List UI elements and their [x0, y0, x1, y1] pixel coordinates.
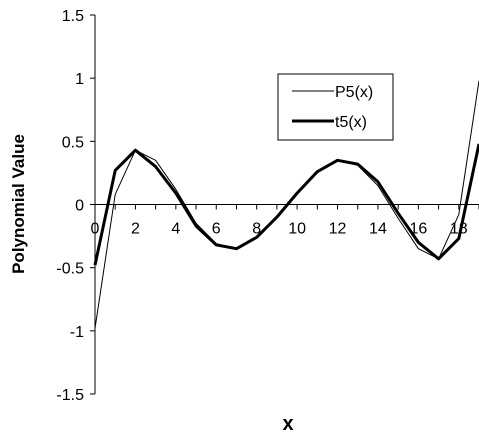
x-axis-title: x: [282, 413, 293, 434]
x-tick-label: 8: [252, 221, 261, 238]
x-tick-label: 4: [171, 221, 180, 238]
legend: P5(x) t5(x): [277, 73, 394, 141]
y-tick-label: -0.5: [56, 261, 84, 278]
y-axis-title: Polynomial Value: [9, 134, 28, 274]
y-tick-label: 0: [75, 198, 84, 215]
y-tick-label: 0.5: [62, 134, 84, 151]
series-line-t5: [93, 143, 479, 266]
x-tick-label: 2: [131, 221, 140, 238]
x-tick-label: 0: [91, 221, 100, 238]
y-tick-label: -1: [70, 324, 84, 341]
y-tick-label: -1.5: [56, 387, 84, 404]
legend-label-t5: t5(x): [335, 114, 367, 131]
x-tick-label: 14: [369, 221, 387, 238]
legend-label-p5: P5(x): [335, 84, 373, 101]
y-tick-label: 1.5: [62, 8, 84, 25]
y-tick-label: 1: [75, 71, 84, 88]
series-layer: [93, 80, 479, 329]
x-tick-label: 16: [409, 221, 427, 238]
y-ticks: 1.5 1 0.5 0 -0.5 -1 -1.5: [56, 8, 95, 404]
x-tick-label: 12: [329, 221, 347, 238]
legend-box: [277, 73, 394, 141]
x-tick-label: 6: [212, 221, 221, 238]
x-tick-label: 10: [288, 221, 306, 238]
